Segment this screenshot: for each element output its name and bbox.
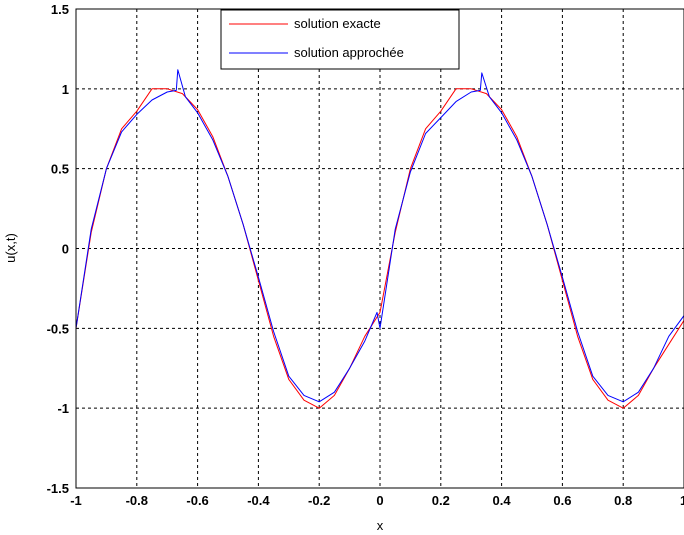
legend: solution exacte solution approchée	[220, 9, 460, 70]
plot-frame	[75, 8, 684, 489]
x-tick-label: -0.8	[126, 493, 148, 508]
y-tick-labels: -1.5 -1 -0.5 0 0.5 1 1.5	[47, 2, 69, 496]
legend-label-exacte: solution exacte	[294, 16, 381, 31]
grid	[76, 9, 684, 488]
series-layer	[75, 69, 684, 409]
y-tick-label: 1	[62, 82, 69, 97]
x-tick-label: 0	[376, 493, 383, 508]
x-tick-label: 0.4	[493, 493, 512, 508]
y-tick-label: 1.5	[51, 2, 69, 17]
y-tick-label: -0.5	[47, 321, 69, 336]
x-tick-label: 0.2	[432, 493, 450, 508]
x-tick-label: 0.8	[614, 493, 632, 508]
x-tick-label: -1	[70, 493, 82, 508]
legend-box	[220, 9, 460, 70]
legend-label-approchee: solution approchée	[294, 45, 404, 60]
x-tick-label: 1	[680, 493, 684, 508]
x-tick-label: -0.2	[308, 493, 330, 508]
y-axis-label: u(x,t)	[3, 233, 18, 263]
series-line-solution-approchee	[75, 69, 684, 403]
series-line-solution-exacte	[75, 88, 684, 409]
x-tick-label: -0.4	[247, 493, 270, 508]
x-tick-label: 0.6	[553, 493, 571, 508]
y-tick-label: 0.5	[51, 162, 69, 177]
x-axis-label: x	[377, 518, 384, 533]
y-tick-label: 0	[62, 242, 69, 257]
x-tick-label: -0.6	[186, 493, 208, 508]
y-tick-label: -1.5	[47, 481, 69, 496]
y-tick-label: -1	[57, 401, 69, 416]
x-tick-labels: -1 -0.8 -0.6 -0.4 -0.2 0 0.2 0.4 0.6 0.8 1	[70, 493, 684, 508]
